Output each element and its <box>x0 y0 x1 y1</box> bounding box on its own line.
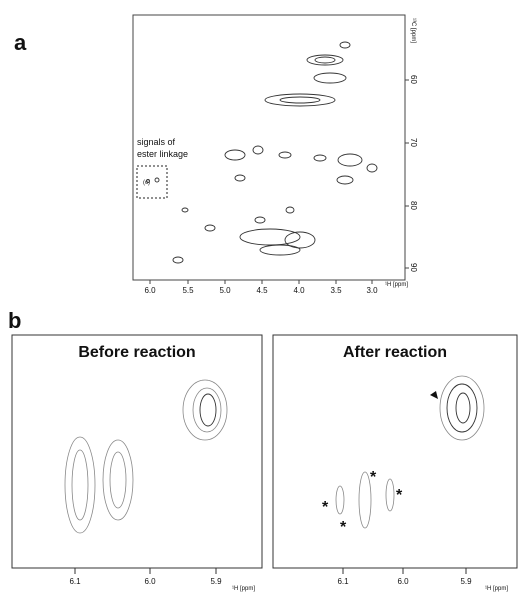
x-tick-label: 3.0 <box>366 286 378 295</box>
highlight-box <box>136 165 168 199</box>
x-axis-label: ¹H [ppm] <box>485 586 508 592</box>
marker: * <box>396 487 403 504</box>
panel-frame <box>272 334 518 569</box>
contours <box>146 41 378 264</box>
panel-frame <box>11 334 263 569</box>
x-tick-label: 5.0 <box>219 286 231 295</box>
y-tick-label: 70 <box>409 138 418 147</box>
y-tick-label: 80 <box>409 201 418 210</box>
panel-label: b <box>8 308 21 333</box>
panel-label: a <box>14 30 27 55</box>
x-tick-label: 6.0 <box>397 577 409 586</box>
x-tick-label: 4.0 <box>293 286 305 295</box>
marker: * <box>322 499 329 516</box>
x-tick-label: 5.5 <box>182 286 194 295</box>
x-tick-label: 6.1 <box>69 577 81 586</box>
spectrum-frame <box>132 14 406 281</box>
x-tick-label: 5.9 <box>210 577 222 586</box>
x-tick-label: 5.9 <box>460 577 472 586</box>
y-tick-label: 90 <box>409 263 418 272</box>
annotation: signals of <box>137 137 176 147</box>
marker: * <box>370 469 377 486</box>
panel-title: Before reaction <box>78 344 195 361</box>
x-tick-label: 4.5 <box>256 286 268 295</box>
y-tick-label: 60 <box>409 75 418 84</box>
y-axis-label: ¹³C [ppm] <box>410 18 416 43</box>
contours <box>64 375 485 534</box>
x-axis-label: ¹H [ppm] <box>385 282 408 288</box>
x-tick-label: 3.5 <box>330 286 342 295</box>
x-axis-label: ¹H [ppm] <box>232 586 255 592</box>
x-tick-label: 6.1 <box>337 577 349 586</box>
x-tick-label: 6.0 <box>144 286 156 295</box>
box-label: (c) <box>143 180 150 186</box>
marker: * <box>340 519 347 536</box>
annotation: ester linkage <box>137 149 188 159</box>
panel-title: After reaction <box>343 344 447 361</box>
x-tick-label: 6.0 <box>144 577 156 586</box>
